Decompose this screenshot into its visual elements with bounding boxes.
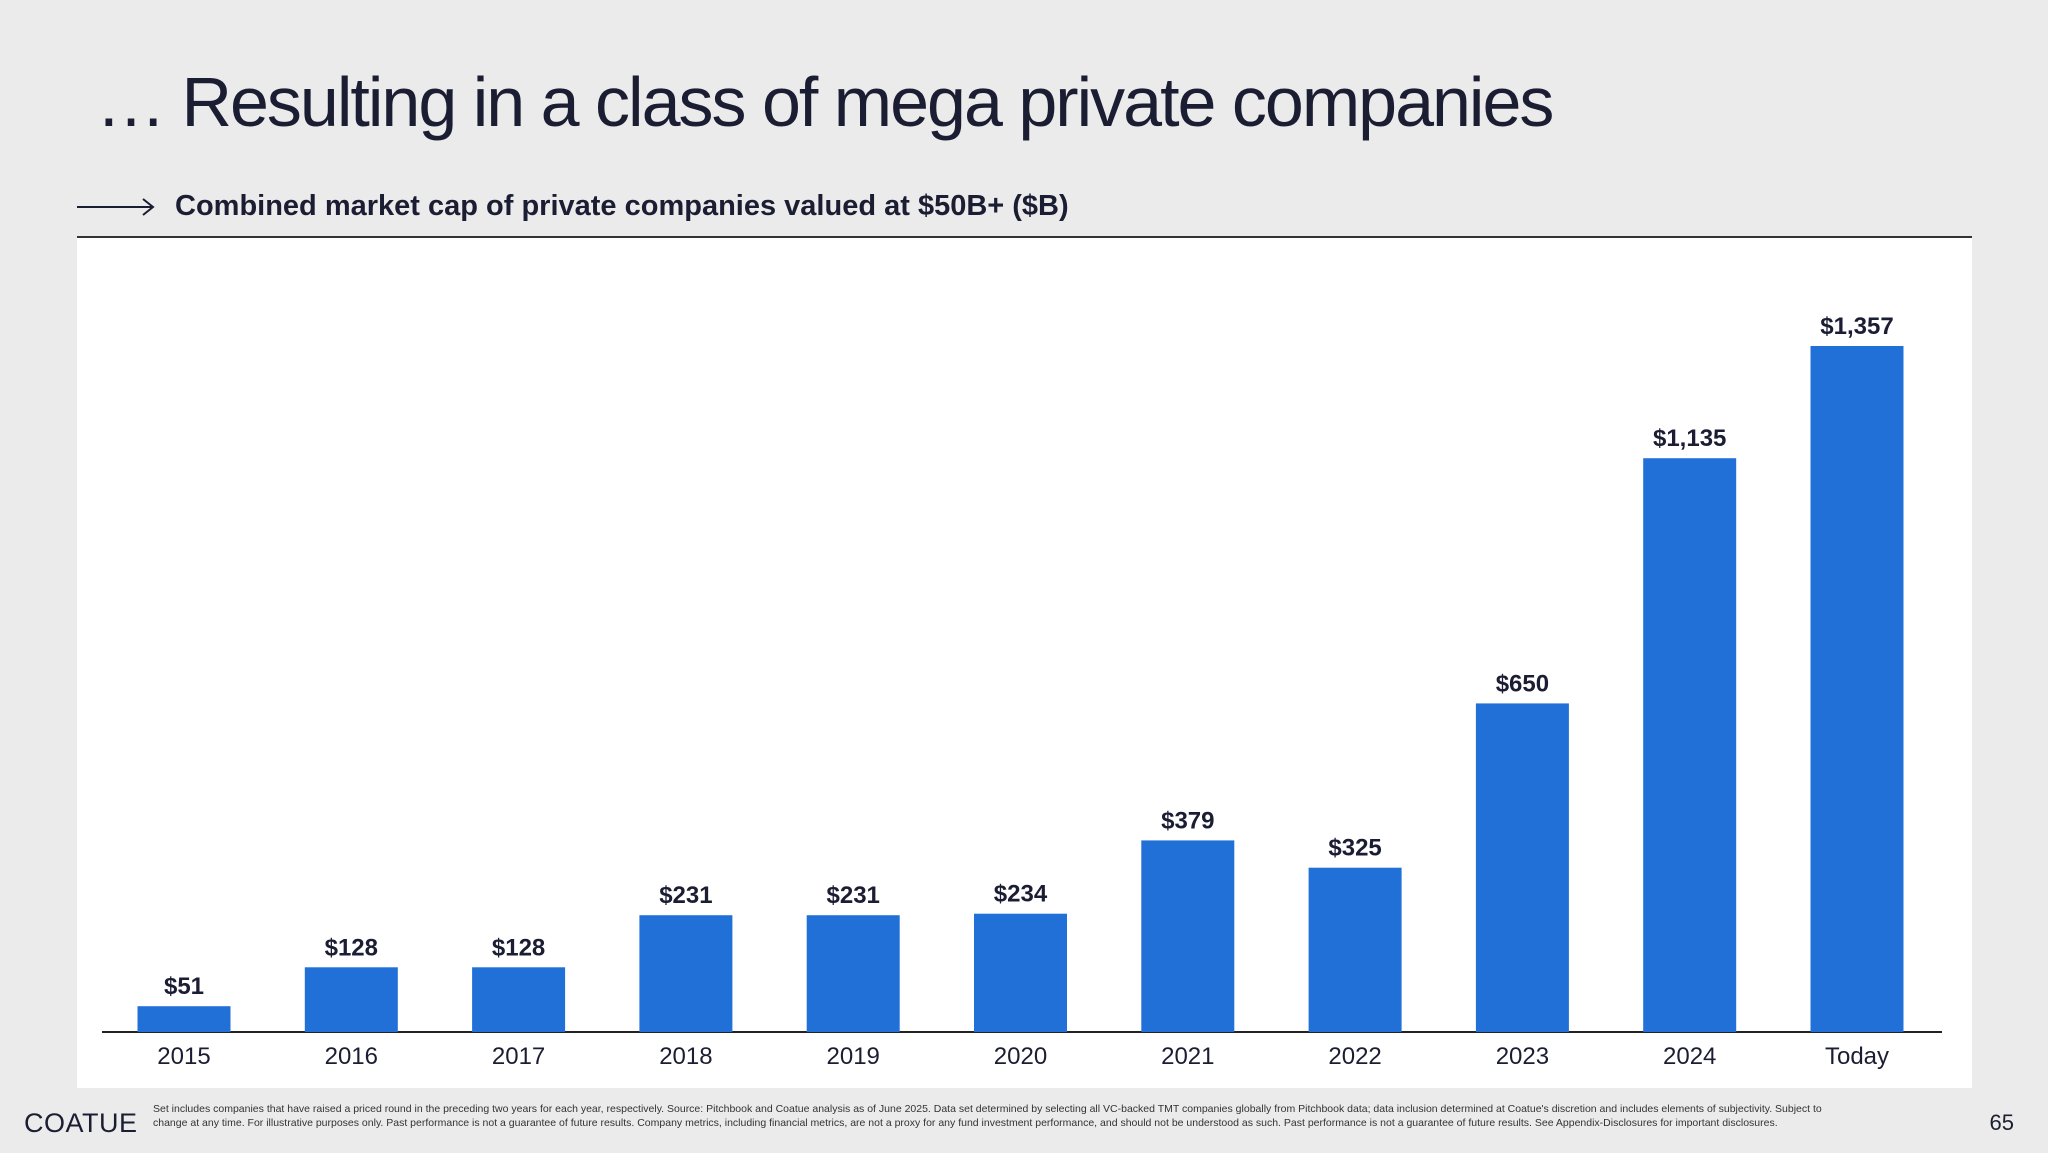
chart-panel: $51 2015 $128 2016 $128 2017 $231 2018 $231 2019 $…	[77, 238, 1972, 1088]
x-tick-label-2023: 2023	[1496, 1043, 1549, 1070]
arrow-right-icon	[77, 197, 155, 216]
bar-2021	[1141, 840, 1235, 1032]
x-tick-label-2016: 2016	[325, 1043, 378, 1070]
bar-2023	[1475, 703, 1569, 1032]
x-tick-label-2020: 2020	[994, 1043, 1047, 1070]
data-label-2020: $234	[994, 881, 1048, 908]
chart-subtitle: Combined market cap of private companies…	[175, 190, 1069, 222]
x-tick-label-2015: 2015	[157, 1043, 210, 1070]
bar-2017	[472, 967, 566, 1032]
title-divider	[77, 236, 1972, 238]
data-label-2019: $231	[827, 882, 880, 909]
data-label-2021: $379	[1161, 807, 1214, 834]
data-label-2018: $231	[659, 882, 712, 909]
x-tick-label-2024: 2024	[1663, 1043, 1716, 1070]
coatue-logo: COATUE	[24, 1108, 138, 1138]
bar-2018	[639, 915, 733, 1032]
bar-2016	[304, 967, 398, 1032]
x-tick-label-2022: 2022	[1328, 1043, 1381, 1070]
data-label-2024: $1,135	[1653, 425, 1726, 452]
data-label-2023: $650	[1496, 670, 1549, 697]
bar-2019	[806, 915, 900, 1032]
bar-2022	[1308, 867, 1402, 1032]
chart-subtitle-row: Combined market cap of private companies…	[77, 190, 1069, 223]
bar-2015	[137, 1006, 231, 1032]
data-label-2017: $128	[492, 934, 545, 961]
data-label-2016: $128	[325, 934, 378, 961]
data-label-2022: $325	[1328, 835, 1381, 862]
bar-2024	[1643, 458, 1737, 1032]
bar-2020	[974, 913, 1067, 1032]
slide-title: … Resulting in a class of mega private c…	[96, 63, 1554, 141]
x-tick-label-2018: 2018	[659, 1043, 712, 1070]
x-tick-label-Today: Today	[1825, 1043, 1889, 1070]
x-tick-label-2021: 2021	[1161, 1043, 1214, 1070]
data-label-2015: $51	[164, 973, 204, 1000]
x-tick-label-2017: 2017	[492, 1043, 545, 1070]
page-number: 65	[1989, 1110, 2014, 1135]
x-tick-label-2019: 2019	[827, 1043, 880, 1070]
footer-disclaimer: Set includes companies that have raised …	[153, 1103, 1822, 1129]
data-label-Today: $1,357	[1820, 313, 1893, 340]
bar-chart: $51 2015 $128 2016 $128 2017 $231 2018 $231 2019 $…	[102, 313, 1942, 1070]
bar-Today	[1810, 346, 1904, 1032]
